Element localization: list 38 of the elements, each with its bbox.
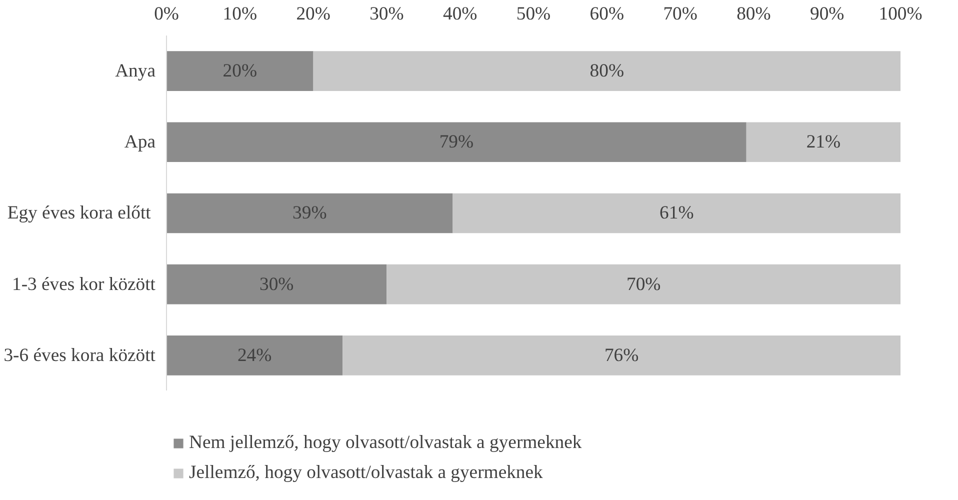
data-label: 76% xyxy=(604,344,639,366)
bar xyxy=(166,51,314,91)
y-tick-label: 1-3 éves kor között xyxy=(12,274,156,295)
x-tick-label: 0% xyxy=(154,4,179,24)
data-label: 30% xyxy=(260,274,294,295)
x-tick-label: 40% xyxy=(443,4,478,24)
y-tick-label: Egy éves kora előtt xyxy=(7,202,152,224)
data-label: 61% xyxy=(660,202,694,224)
bar xyxy=(746,122,900,162)
bar xyxy=(313,51,900,91)
bar xyxy=(166,193,453,234)
data-label: 79% xyxy=(439,132,474,153)
data-label: 80% xyxy=(590,60,624,82)
x-tick-label: 90% xyxy=(810,4,844,24)
bar xyxy=(166,264,387,304)
y-tick-label: 3-6 éves kora között xyxy=(4,344,156,366)
data-label: 39% xyxy=(292,202,327,224)
x-tick-label: 70% xyxy=(663,4,698,24)
x-tick-label: 100% xyxy=(878,4,922,24)
data-label: 70% xyxy=(626,274,661,295)
data-label: 24% xyxy=(237,344,272,366)
bar xyxy=(452,193,900,234)
bar xyxy=(386,264,900,304)
x-tick-label: 60% xyxy=(590,4,624,24)
legend-label: Nem jellemző, hogy olvasott/olvastak a gyermeknek xyxy=(189,432,582,454)
data-label: 21% xyxy=(806,132,841,153)
y-tick-label: Anya xyxy=(115,60,156,82)
legend-label: Jellemző, hogy olvasott/olvastak a gyermeknek xyxy=(189,462,543,484)
x-tick-label: 10% xyxy=(222,4,258,24)
bar xyxy=(342,336,900,376)
x-tick-label: 80% xyxy=(736,4,771,24)
bar xyxy=(166,122,746,162)
x-tick-label: 20% xyxy=(296,4,330,24)
x-tick-label: 50% xyxy=(516,4,551,24)
bar xyxy=(166,336,343,376)
data-label: 20% xyxy=(222,60,258,82)
y-tick-label: Apa xyxy=(124,132,156,153)
x-tick-label: 30% xyxy=(370,4,404,24)
